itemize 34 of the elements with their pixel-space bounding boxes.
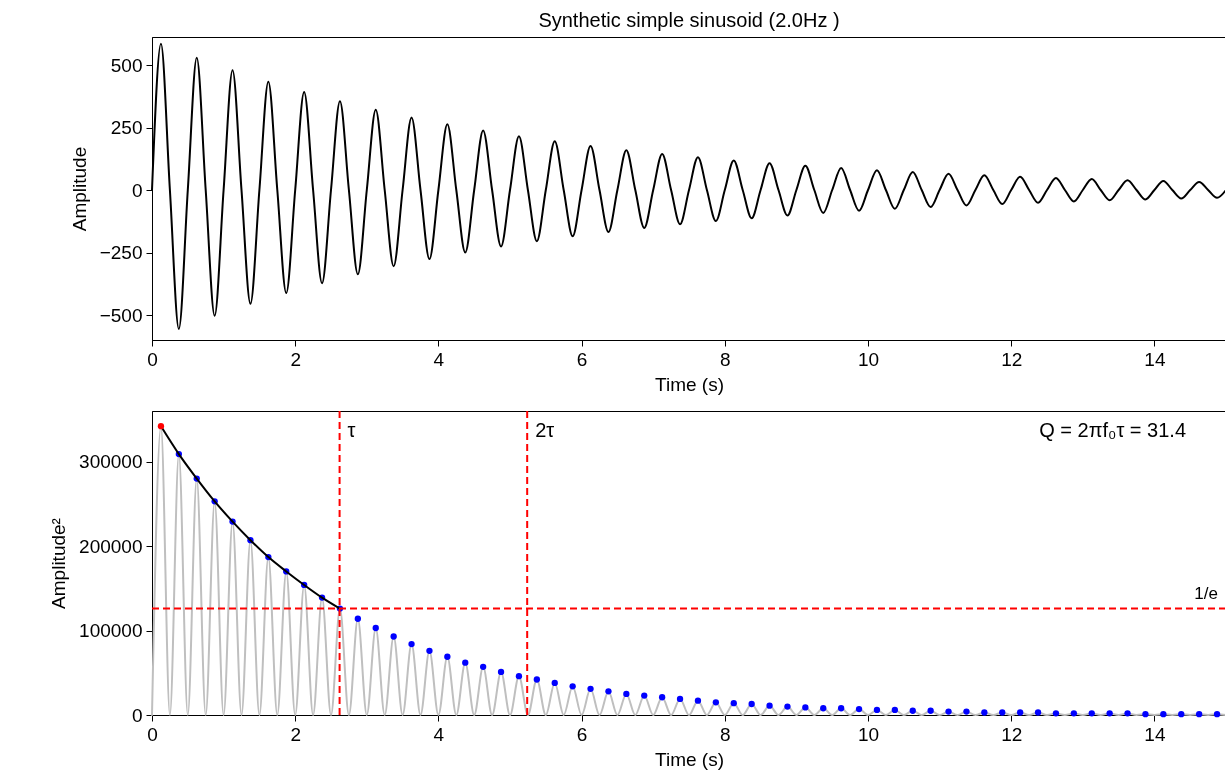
x-tick-label: 10: [857, 723, 880, 745]
x-tick-label: 6: [576, 723, 588, 745]
y-tick-label: 250: [110, 117, 143, 138]
x-axis-title: Time (s): [655, 748, 724, 770]
x-tick-label: 2: [290, 723, 301, 745]
x-axis-title: Time (s): [655, 373, 724, 395]
x-tick-label: 0: [147, 723, 158, 745]
x-tick-label: 14: [1144, 723, 1166, 745]
y-axis-title: Amplitude²: [48, 518, 70, 609]
y-axis-title: Amplitude: [68, 146, 90, 232]
ref-line-label: 2τ: [535, 419, 555, 441]
x-tick-label: 0: [147, 348, 158, 370]
x-tick-label: 10: [857, 348, 880, 370]
ref-line-label: τ: [347, 419, 356, 441]
x-tick-label: 8: [720, 348, 731, 370]
x-tick-label: 4: [433, 348, 445, 370]
x-tick-label: 6: [576, 348, 588, 370]
x-tick-label: 14: [1144, 348, 1166, 370]
x-tick-label: 4: [433, 723, 445, 745]
y-tick-label: 200000: [79, 535, 143, 557]
y-tick-label: −250: [99, 242, 143, 263]
x-tick-label: 12: [1001, 348, 1023, 370]
x-tick-label: 2: [290, 348, 301, 370]
x-tick-label: 8: [720, 723, 731, 745]
y-tick-label: 0: [131, 179, 143, 201]
y-tick-label: −500: [99, 304, 143, 326]
ref-line-label: 1/e: [1194, 583, 1218, 603]
x-tick-label: 12: [1001, 723, 1023, 745]
chart-title: Synthetic simple sinusoid (2.0Hz ): [538, 9, 840, 31]
y-tick-label: 300000: [79, 451, 143, 473]
y-tick-label: 100000: [79, 620, 143, 642]
annotation: Q = 2πf₀τ = 31.4: [1039, 419, 1186, 441]
y-tick-label: 500: [110, 54, 143, 76]
y-tick-label: 0: [131, 704, 143, 726]
